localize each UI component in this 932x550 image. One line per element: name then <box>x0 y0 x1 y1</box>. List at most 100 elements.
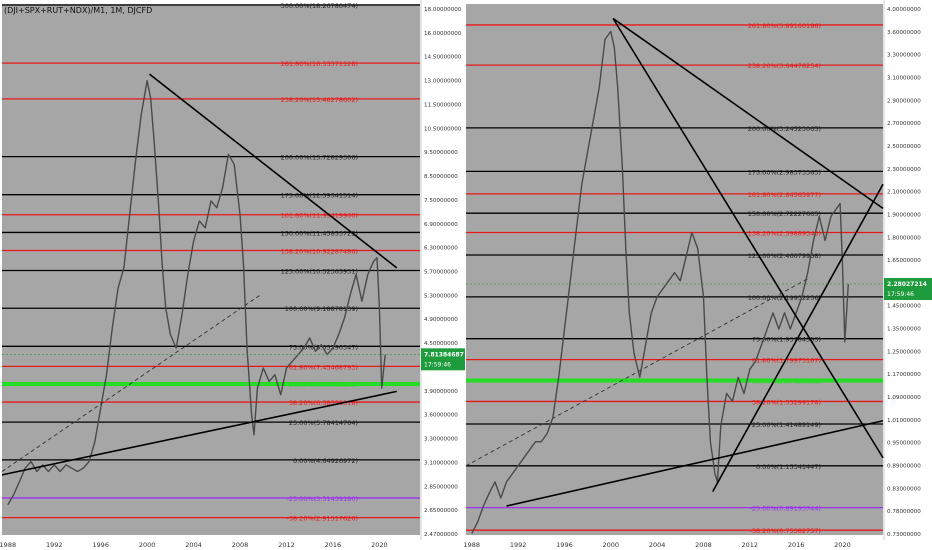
plot-area <box>466 4 883 535</box>
y-tick-label: 3.10000000 <box>424 460 458 466</box>
x-tick-label: 2016 <box>788 541 805 549</box>
y-tick-label: 6.30000000 <box>424 246 458 252</box>
x-tick-label: 2004 <box>185 541 202 549</box>
trendline <box>1 390 397 476</box>
fib-level-label: 161.80%(11.99419960) <box>281 212 358 220</box>
x-tick-label: 1992 <box>46 541 63 549</box>
trendline <box>612 18 884 459</box>
fib-level-label: -38.20%(0.75382757) <box>750 527 822 535</box>
y-tick-label: 18.00000000 <box>424 7 462 13</box>
x-tick-label: 2012 <box>742 541 759 549</box>
y-tick-label: 3.30000000 <box>887 53 921 59</box>
x-tick-label: 1992 <box>510 541 527 549</box>
symbol-title: (DJI+SPX+RUT+NDX)/M1, 1M, DJCFD <box>4 6 152 15</box>
y-tick-label: 3.60000000 <box>887 30 921 36</box>
y-tick-label: 0.73000000 <box>887 532 921 538</box>
y-tick-label: 2.70000000 <box>887 121 921 127</box>
fib-level-label: 25.00%(5.78414764) <box>289 419 358 427</box>
fib-level-label: 50.00%(1.67636855) <box>752 378 821 386</box>
x-tick-label: 2000 <box>139 541 156 549</box>
fib-level-label: 125.00%(10.32365931) <box>281 268 358 276</box>
last-price-value: 2.28027214 <box>887 281 927 288</box>
fib-level-label: 175.00%(2.98373363) <box>748 168 821 176</box>
trendline <box>712 183 884 492</box>
y-tick-label: 10.50000000 <box>424 126 462 132</box>
price-series-line <box>471 30 849 534</box>
trendline <box>506 419 884 507</box>
y-tick-label: 1.01000000 <box>887 418 921 424</box>
x-tick-label: 2008 <box>232 541 249 549</box>
dashed-trendline <box>465 277 811 467</box>
y-tick-label: 5.30000000 <box>424 293 458 299</box>
y-tick-label: 1.65000000 <box>887 258 921 264</box>
last-price-value: 7.81384687 <box>424 351 464 358</box>
y-tick-label: 0.83000000 <box>887 486 921 492</box>
fib-level-label: 300.00%(18.26780474) <box>281 2 358 10</box>
last-price-badge <box>421 348 465 371</box>
fib-level-label: 150.00%(11.45853723) <box>281 229 358 237</box>
fib-level-label: 161.80%(2.84565977) <box>748 191 821 199</box>
y-tick-label: 3.10000000 <box>887 75 921 81</box>
x-tick-label: 2020 <box>371 541 388 549</box>
bar-countdown: 17:59:46 <box>424 361 451 368</box>
fib-level-label: -25.00%(0.89193744) <box>750 505 822 513</box>
y-tick-label: 0.89000000 <box>887 464 921 470</box>
fib-level-label: 200.00%(3.24523065) <box>748 125 821 133</box>
y-tick-label: 13.00000000 <box>424 79 462 85</box>
trendline <box>148 73 398 269</box>
bar-countdown: 17:59:46 <box>887 291 914 298</box>
left-chart-panel: 300.00%(18.26780474) 261.80%(16.53371128)… <box>0 0 465 550</box>
y-tick-label: 7.50000000 <box>424 198 458 204</box>
y-tick-label: 4.90000000 <box>424 317 458 323</box>
y-tick-label: 1.45000000 <box>887 304 921 310</box>
fib-level-label: 38.20%(6.38336318) <box>289 399 358 407</box>
y-tick-label: 11.50000000 <box>424 102 462 108</box>
right-chart-panel: 261.80%(3.89160186) 238.20%(3.64476254) 20… <box>464 0 932 550</box>
y-tick-label: 2.65000000 <box>424 508 458 514</box>
y-tick-label: 2.47000000 <box>424 532 458 538</box>
y-tick-label: 3.60000000 <box>424 413 458 419</box>
x-tick-label: 2020 <box>834 541 851 549</box>
dashed-trendline <box>1 294 262 472</box>
fib-level-label: 25.00%(1.41489149) <box>752 421 821 429</box>
y-tick-label: 1.80000000 <box>887 235 921 241</box>
last-price-badge <box>884 277 932 300</box>
fib-level-label: 200.00%(13.72829306) <box>281 154 358 162</box>
y-tick-label: 2.50000000 <box>887 144 921 150</box>
fib-level-label: 0.00%(1.15341447) <box>756 463 821 471</box>
y-tick-label: 6.90000000 <box>424 222 458 228</box>
fib-level-label: 61.80%(1.79975167) <box>752 357 821 365</box>
time-axis <box>466 536 883 550</box>
y-tick-label: 4.50000000 <box>424 341 458 347</box>
fib-level-label: 150.00%(2.72227665) <box>748 210 821 218</box>
fib-level-label: 75.00%(1.93784553) <box>752 336 821 344</box>
y-tick-label: 1.25000000 <box>887 349 921 355</box>
fib-level-label: 238.20%(3.64476254) <box>748 62 821 70</box>
fib-level-label: 50.00%(6.91902556) <box>289 381 358 389</box>
fib-level-label: -25.00%(3.51439180) <box>287 495 359 503</box>
y-tick-label: 0.95000000 <box>887 441 921 447</box>
y-tick-label: 0.78000000 <box>887 509 921 515</box>
fib-level-label: 175.00%(12.59341514) <box>281 192 358 200</box>
x-tick-label: 1988 <box>0 541 16 549</box>
x-tick-label: 2016 <box>325 541 342 549</box>
plot-area <box>2 4 420 535</box>
y-tick-label: 9.50000000 <box>424 150 458 156</box>
x-tick-label: 1996 <box>556 541 573 549</box>
price-series-line <box>7 80 386 506</box>
y-tick-label: 1.09000000 <box>887 395 921 401</box>
y-tick-label: 8.50000000 <box>424 174 458 180</box>
trendline <box>612 17 884 210</box>
y-tick-label: 5.70000000 <box>424 270 458 276</box>
x-tick-label: 2012 <box>278 541 295 549</box>
y-tick-label: 2.85000000 <box>424 484 458 490</box>
fib-level-label: 261.80%(16.53371128) <box>281 60 358 68</box>
x-tick-label: 1996 <box>92 541 109 549</box>
y-tick-label: 2.10000000 <box>887 190 921 196</box>
y-tick-label: 4.00000000 <box>887 7 921 13</box>
fib-level-label: 38.20%(1.55299178) <box>752 398 821 406</box>
y-tick-label: 1.90000000 <box>887 212 921 218</box>
time-axis <box>2 536 420 550</box>
y-tick-label: 1.17000000 <box>887 372 921 378</box>
